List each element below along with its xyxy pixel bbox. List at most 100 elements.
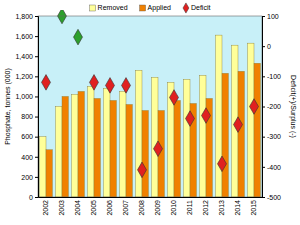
tick-mark — [262, 76, 265, 77]
tick-label: 2007 — [122, 200, 129, 216]
point — [186, 111, 195, 127]
tick-label: 0 — [267, 43, 271, 50]
tick: 2010 — [170, 197, 177, 216]
bar — [254, 63, 260, 197]
tick: 2009 — [154, 197, 161, 216]
legend-swatch — [90, 5, 96, 11]
tick-label: 2009 — [154, 200, 161, 216]
bars — [40, 35, 261, 197]
tick: 2002 — [42, 197, 49, 216]
bar — [238, 71, 244, 197]
bar — [136, 70, 142, 197]
axis: 2002200320042005200620072008200920102011… — [39, 197, 263, 216]
tick-label: 2008 — [138, 200, 145, 216]
point — [122, 78, 131, 94]
point — [106, 78, 115, 94]
tick: -100 — [262, 73, 281, 80]
legend-swatch — [140, 5, 146, 11]
tick-mark — [35, 117, 38, 118]
legend-swatch — [183, 3, 189, 13]
legend-item: Removed — [90, 4, 128, 11]
tick-label: 800 — [21, 113, 33, 120]
bar — [94, 98, 100, 197]
tick: 2014 — [234, 197, 241, 216]
bar — [72, 94, 78, 197]
point — [250, 99, 259, 115]
tick-label: 1,000 — [15, 93, 33, 100]
tick-label: 2015 — [250, 200, 257, 216]
tick-label: 0 — [29, 194, 33, 201]
tick: 800 — [21, 113, 38, 120]
point — [58, 10, 67, 24]
axis: 0 200 400 600 800 1,000 1,200 1,400 1,600 1,800 — [15, 13, 38, 201]
axis-line — [39, 197, 263, 198]
legend-label: Removed — [98, 4, 128, 11]
legend-item: Applied — [140, 4, 171, 12]
bar — [88, 86, 94, 197]
axis: -500-400-300-200-1000100 — [262, 13, 281, 201]
tick-label: 100 — [267, 13, 279, 20]
tick: 400 — [21, 154, 38, 161]
bar — [110, 100, 116, 197]
bar — [152, 77, 158, 197]
tick: 2013 — [218, 197, 225, 216]
point — [234, 117, 243, 133]
tick-label: 1,400 — [15, 53, 33, 60]
tick-label: 1,200 — [15, 73, 33, 80]
tick: 200 — [21, 174, 38, 181]
chart: 02004006008001,0001,2001,4001,6001,800-5… — [0, 0, 300, 225]
point — [42, 75, 51, 91]
tick-mark — [35, 177, 38, 178]
tick-label: 2012 — [202, 200, 209, 216]
tick: 2003 — [58, 197, 65, 216]
tick-mark — [35, 157, 38, 158]
tick: 2008 — [138, 197, 145, 216]
tick-mark — [262, 46, 265, 47]
plot: 02004006008001,0001,2001,4001,6001,800-5… — [15, 8, 281, 215]
tick-label: 1,600 — [15, 33, 33, 40]
tick-label: -400 — [267, 164, 281, 171]
axis-line — [35, 17, 39, 198]
bar — [126, 104, 132, 197]
axis-title: Phosphate, tonnes (000) — [4, 68, 12, 145]
tick-mark — [262, 107, 265, 108]
tick-mark — [35, 137, 38, 138]
bar — [104, 88, 110, 197]
bar — [200, 75, 206, 197]
tick-label: 2004 — [74, 200, 81, 216]
tick: 2012 — [202, 197, 209, 216]
axis-line — [263, 17, 266, 198]
tick: 600 — [21, 133, 38, 140]
point — [138, 162, 147, 178]
tick-mark — [35, 36, 38, 37]
legend-label: Deficit — [191, 4, 211, 11]
tick: 100 — [262, 13, 279, 20]
tick: 2007 — [122, 197, 129, 216]
point — [218, 156, 227, 172]
bar — [62, 96, 68, 197]
tick: -200 — [262, 103, 281, 110]
tick: 2011 — [186, 197, 193, 215]
tick: 2015 — [250, 197, 257, 216]
legend: Removed Applied Deficit — [90, 3, 211, 13]
tick: 2004 — [74, 197, 81, 216]
tick-label: 1,800 — [15, 13, 33, 20]
tick: 1,200 — [15, 73, 38, 80]
tick-label: 2010 — [170, 200, 177, 216]
point — [170, 90, 179, 106]
tick-mark — [262, 167, 265, 168]
bar — [46, 150, 52, 197]
tick: -400 — [262, 164, 281, 171]
tick: 1,000 — [15, 93, 38, 100]
bar — [174, 100, 180, 197]
tick-label: 2003 — [58, 200, 65, 216]
tick-label: 2014 — [234, 200, 241, 216]
point — [74, 29, 83, 45]
bar — [56, 107, 62, 198]
tick-label: 600 — [21, 133, 33, 140]
tick: 1,800 — [15, 13, 38, 20]
tick-mark — [35, 197, 38, 198]
tick: 0 — [29, 194, 38, 201]
bar — [248, 43, 254, 197]
tick: 0 — [262, 43, 271, 50]
